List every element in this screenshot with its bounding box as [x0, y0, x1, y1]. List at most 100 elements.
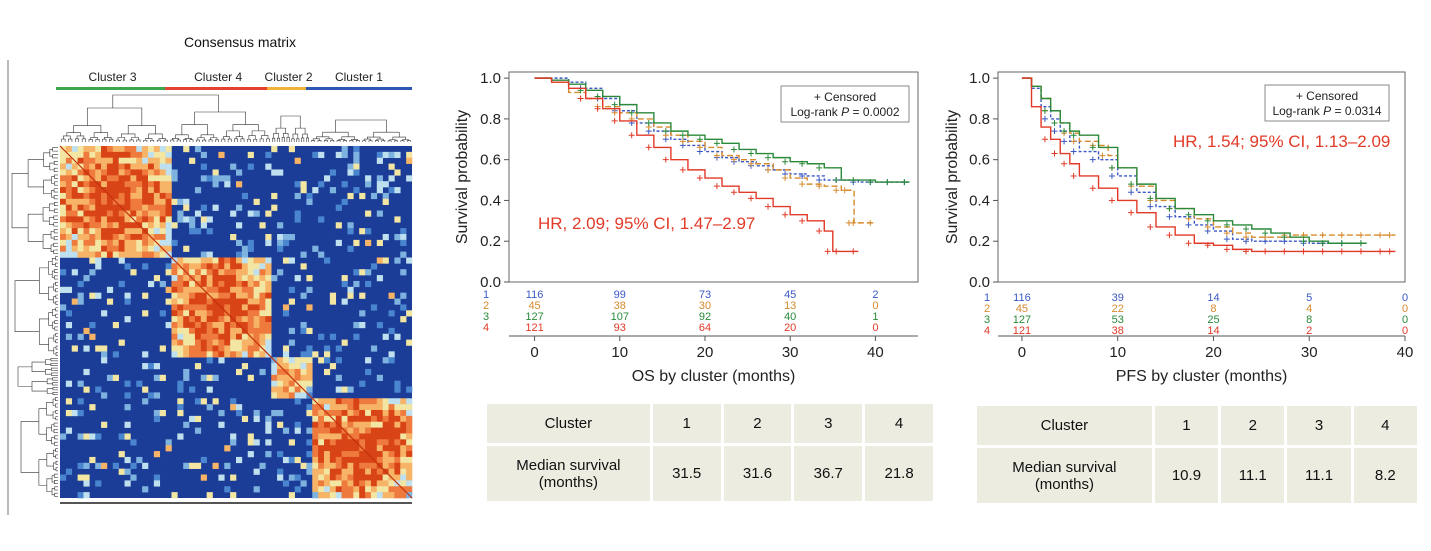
- heatmap-cell: [400, 456, 407, 464]
- heatmap-cell: [359, 269, 366, 276]
- heatmap-cell: [265, 263, 272, 270]
- heatmap-cell: [382, 433, 389, 440]
- survival-curve-3: [1021, 77, 1367, 244]
- heatmap-cell: [206, 339, 213, 346]
- heatmap-cell: [224, 298, 231, 305]
- heatmap-cell: [312, 427, 319, 434]
- heatmap-cell: [277, 269, 284, 276]
- heatmap-cell: [153, 234, 161, 241]
- heatmap-cell: [335, 239, 342, 247]
- heatmap-cell: [259, 339, 266, 346]
- censor-mark: [850, 177, 857, 184]
- heatmap-cell: [194, 292, 202, 299]
- censor-mark: [799, 181, 806, 188]
- heatmap-cell: [65, 380, 73, 387]
- censor-mark: [713, 152, 720, 159]
- heatmap-cell: [335, 357, 342, 364]
- heatmap-cell: [142, 163, 149, 170]
- heatmap-cell: [329, 421, 337, 428]
- heatmap-cell: [189, 333, 196, 340]
- heatmap-cell: [353, 333, 360, 340]
- heatmap-cell: [259, 327, 266, 335]
- censor-mark: [816, 164, 823, 171]
- heatmap-cell: [236, 339, 243, 346]
- heatmap-cell: [353, 410, 360, 417]
- heatmap-cell: [65, 210, 73, 217]
- heatmap-cell: [83, 228, 90, 235]
- heatmap-cell: [200, 398, 207, 405]
- heatmap-cell: [130, 228, 137, 235]
- dendrogram-branch: [227, 138, 232, 141]
- heatmap-cell: [153, 415, 161, 423]
- heatmap-cell: [329, 298, 337, 305]
- heatmap-cell: [335, 398, 342, 405]
- heatmap-cell: [312, 151, 319, 159]
- heatmap-cell: [271, 146, 278, 153]
- heatmap-cell: [159, 374, 166, 381]
- heatmap-cell: [288, 439, 295, 446]
- heatmap-cell: [171, 286, 178, 293]
- heatmap-cell: [282, 386, 290, 393]
- heatmap-cells: [60, 146, 413, 499]
- heatmap-cell: [124, 234, 131, 241]
- dendrogram-branch: [55, 256, 57, 261]
- heatmap-cell: [406, 175, 413, 182]
- heatmap-cell: [177, 410, 184, 417]
- heatmap-cell: [130, 245, 137, 252]
- risk-count: 45: [784, 289, 796, 301]
- heatmap-cell: [165, 163, 172, 170]
- heatmap-cell: [341, 474, 348, 481]
- heatmap-cell: [95, 239, 102, 247]
- risk-count: 20: [784, 322, 796, 334]
- heatmap-cell: [101, 175, 108, 182]
- heatmap-cell: [206, 327, 213, 335]
- heatmap-cell: [124, 192, 131, 200]
- heatmap-cell: [83, 433, 90, 440]
- heatmap-cell: [101, 146, 108, 153]
- heatmap-cell: [365, 480, 372, 487]
- heatmap-cell: [376, 257, 383, 264]
- heatmap-cell: [83, 175, 90, 182]
- heatmap-cell: [265, 286, 272, 293]
- heatmap-cell: [236, 204, 243, 211]
- heatmap-cell: [376, 456, 383, 464]
- heatmap-cell: [324, 456, 331, 464]
- heatmap-cell: [165, 298, 172, 305]
- censor-mark: [1070, 138, 1077, 145]
- heatmap-cell: [376, 421, 383, 428]
- dendrogram-branch: [400, 140, 405, 142]
- heatmap-cell: [400, 439, 407, 446]
- heatmap-cell: [376, 468, 383, 475]
- heatmap-cell: [89, 157, 96, 164]
- heatmap-cell: [247, 275, 254, 282]
- heatmap-cell: [335, 345, 342, 352]
- censor-mark: [782, 211, 789, 218]
- table-cell: 36.7: [794, 446, 863, 501]
- heatmap-cell: [247, 451, 254, 458]
- censor-mark: [730, 156, 737, 163]
- heatmap-cell: [106, 222, 114, 229]
- heatmap-cell: [236, 298, 243, 305]
- heatmap-cell: [60, 228, 67, 235]
- heatmap-cell: [65, 163, 73, 170]
- legend-logrank: Log-rank P = 0.0002: [790, 105, 899, 119]
- heatmap-cell: [271, 368, 278, 376]
- dendrogram-branch: [368, 140, 373, 142]
- heatmap-cell: [189, 216, 196, 223]
- heatmap-cell: [324, 421, 331, 428]
- heatmap-cell: [83, 327, 90, 335]
- dendrogram-branch: [75, 138, 80, 141]
- heatmap-cell: [236, 181, 243, 188]
- censor-mark: [1051, 119, 1058, 126]
- censor-mark: [577, 95, 584, 102]
- heatmap-cell: [236, 368, 243, 376]
- heatmap-cell: [206, 374, 213, 381]
- heatmap-cell: [365, 468, 372, 475]
- heatmap-cell: [60, 192, 67, 200]
- heatmap-cell: [101, 245, 108, 252]
- heatmap-cell: [142, 169, 149, 176]
- heatmap-cell: [324, 175, 331, 182]
- heatmap-cell: [294, 368, 301, 376]
- heatmap-cell: [359, 322, 366, 329]
- heatmap-cell: [324, 439, 331, 446]
